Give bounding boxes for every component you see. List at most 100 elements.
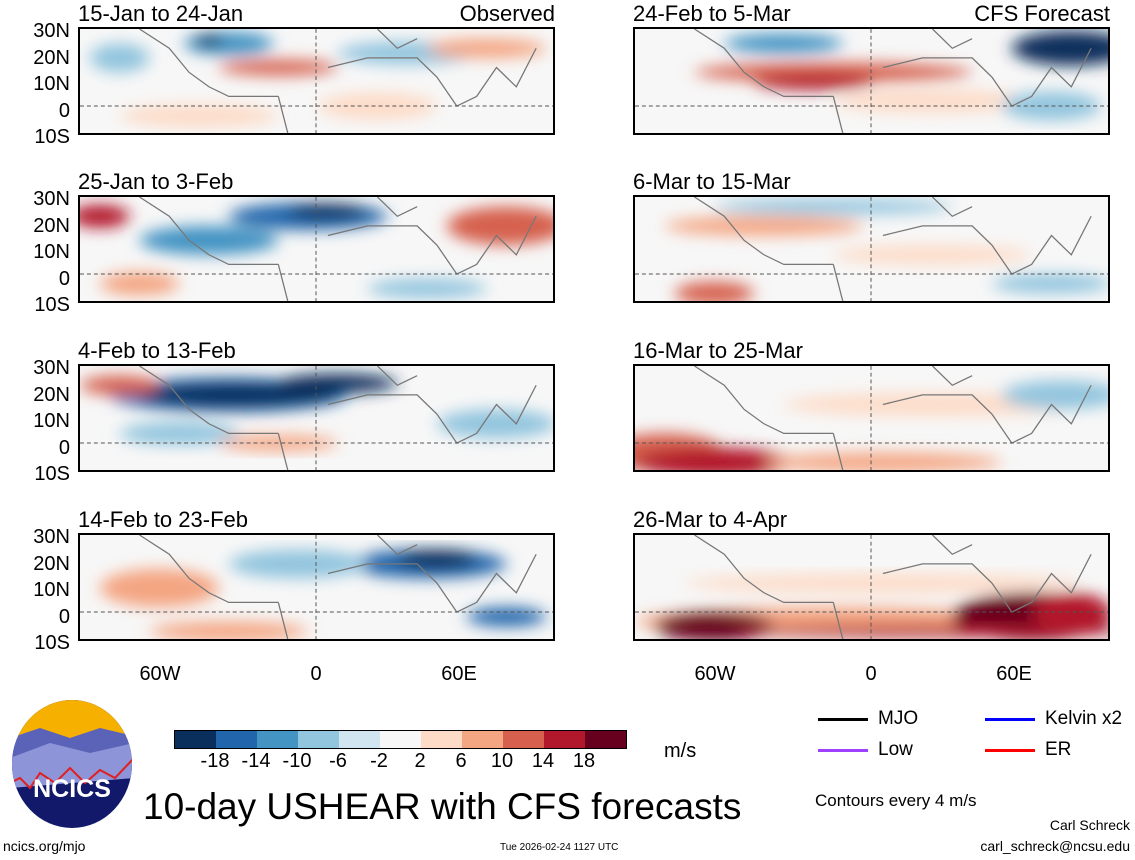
- shear-anomaly-area: [991, 274, 1108, 294]
- y-tick-label: 10S: [34, 294, 70, 316]
- shear-anomaly-area: [684, 573, 1082, 593]
- x-tick-label: 60W: [139, 663, 181, 685]
- colorbar-swatch: [216, 731, 257, 748]
- shear-map-panel: [633, 27, 1110, 135]
- shear-anomaly-area: [194, 34, 224, 47]
- shear-anomaly-area: [664, 216, 864, 236]
- y-tick-label: 10S: [34, 632, 70, 654]
- legend-line: [985, 718, 1035, 721]
- shear-anomaly-area: [753, 74, 873, 90]
- panel-title: 14-Feb to 23-Feb: [78, 507, 248, 532]
- colorbar-swatch: [380, 731, 421, 748]
- colorbar-swatch: [339, 731, 380, 748]
- colorbar-tick-label: 14: [531, 750, 555, 772]
- colorbar-tick-label: 2: [414, 750, 426, 772]
- shear-anomaly-area: [694, 62, 973, 82]
- email: carl_schreck@ncsu.edu: [980, 838, 1130, 854]
- panel-title: 25-Jan to 3-Feb: [78, 169, 234, 194]
- y-tick-label: 30N: [33, 357, 70, 379]
- shear-anomaly-area: [278, 373, 398, 393]
- y-tick-label: 10S: [34, 463, 70, 485]
- shear-anomaly-area: [714, 198, 953, 215]
- shear-anomaly-area: [99, 272, 180, 296]
- shear-anomaly-area: [288, 203, 368, 220]
- x-tick-label: 0: [865, 663, 877, 685]
- ncics-logo: [10, 698, 134, 830]
- shear-anomaly-area: [1011, 30, 1108, 66]
- y-tick-label: 30N: [33, 20, 70, 42]
- colorbar-tick-label: -2: [370, 750, 388, 772]
- colorbar-swatch: [298, 731, 339, 748]
- y-tick-label: 10S: [34, 126, 70, 148]
- coastline: [694, 197, 1092, 301]
- shear-map-panel: [78, 195, 555, 303]
- shear-anomaly-area: [674, 281, 754, 301]
- y-tick-label: 10N: [33, 73, 70, 95]
- coastline: [139, 29, 537, 133]
- legend-label: ER: [1045, 739, 1072, 760]
- shear-anomaly-area: [119, 421, 239, 445]
- shear-anomaly-area: [367, 278, 487, 299]
- shear-anomaly-area: [427, 38, 547, 58]
- coastline: [694, 366, 1092, 470]
- panel-title: 4-Feb to 13-Feb: [78, 338, 236, 363]
- x-tick-label: 60E: [441, 663, 477, 685]
- y-tick-label: 10N: [33, 410, 70, 432]
- shear-anomaly-area: [436, 409, 553, 439]
- shear-anomaly-area: [139, 383, 338, 407]
- panel-title: 26-Mar to 4-Apr: [633, 507, 788, 532]
- shear-map-panel: [633, 533, 1110, 641]
- shear-anomaly-area: [466, 607, 547, 627]
- colorbar-swatch: [585, 731, 626, 748]
- shear-anomaly-area: [80, 375, 160, 395]
- timestamp: Tue 2026-02-24 1127 UTC: [500, 842, 619, 853]
- y-tick-label: 0: [58, 605, 70, 628]
- x-tick-label: 60E: [996, 663, 1032, 685]
- colorbar-swatch: [175, 731, 216, 748]
- y-tick-label: 20N: [33, 552, 70, 575]
- shear-anomaly-area: [317, 92, 437, 120]
- shear-anomaly-area: [149, 621, 309, 639]
- shear-anomaly-area: [1031, 592, 1108, 632]
- shear-anomaly-area: [139, 225, 279, 255]
- legend-line: [818, 749, 868, 752]
- panel-source-label: CFS Forecast: [974, 1, 1110, 26]
- legend-line: [818, 718, 868, 721]
- shear-anomaly-area: [228, 549, 368, 579]
- legend-label: Low: [878, 739, 913, 760]
- shear-anomaly-area: [734, 625, 1108, 638]
- colorbar-swatch: [421, 731, 462, 748]
- legend-label: MJO: [878, 708, 919, 729]
- shear-map-panel: [78, 27, 555, 135]
- y-tick-label: 30N: [33, 526, 70, 548]
- colorbar-tick-label: 18: [572, 750, 596, 772]
- figure-title: 10-day USHEAR with CFS forecasts: [143, 786, 742, 827]
- colorbar-swatch: [257, 731, 298, 748]
- panel-title: 15-Jan to 24-Jan: [78, 1, 244, 26]
- panel-title: 6-Mar to 15-Mar: [633, 169, 791, 194]
- colorbar-tick-label: 10: [490, 750, 514, 772]
- shear-map-panel: [78, 533, 555, 641]
- legend-line: [985, 749, 1035, 752]
- shear-anomaly-area: [218, 435, 338, 451]
- shear-anomaly-area: [635, 447, 794, 470]
- colorbar-tick-label: -10: [282, 750, 312, 772]
- colorbar-tick-label: -14: [241, 750, 271, 772]
- shear-map-panel: [78, 364, 555, 472]
- y-tick-label: 20N: [33, 214, 70, 237]
- shear-anomaly-area: [218, 59, 338, 76]
- coastline: [139, 366, 537, 470]
- x-tick-label: 0: [310, 663, 322, 685]
- url-text: ncics.org/mjo: [3, 838, 86, 854]
- contours-note: Contours every 4 m/s: [815, 791, 977, 810]
- shear-anomaly-area: [89, 43, 150, 73]
- panel-source-label: Observed: [459, 1, 555, 26]
- coastline: [139, 535, 537, 639]
- shear-map-panel: [633, 195, 1110, 303]
- coastline: [694, 29, 1092, 133]
- coastline: [139, 197, 537, 301]
- colorbar-tick-label: 6: [455, 750, 467, 772]
- x-tick-label: 60W: [694, 663, 736, 685]
- y-tick-label: 10N: [33, 241, 70, 263]
- y-tick-label: 10N: [33, 579, 70, 601]
